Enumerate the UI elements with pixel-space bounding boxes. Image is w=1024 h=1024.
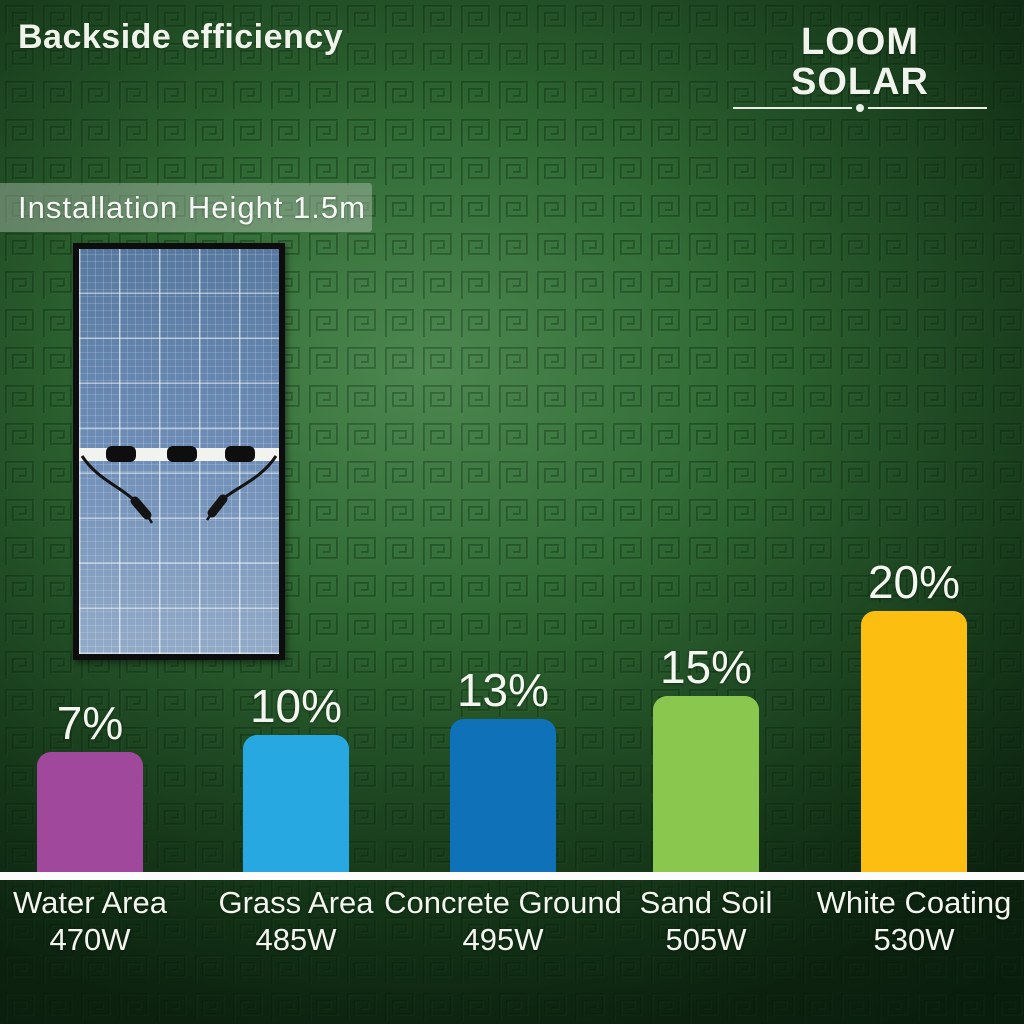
percent-label: 13%: [456, 664, 550, 716]
brand-logo: LOOM SOLAR: [733, 22, 987, 112]
bar-group-grass-area: 10%: [243, 683, 349, 872]
installation-height-badge: Installation Height 1.5m: [0, 183, 372, 232]
category-name: Grass Area: [218, 885, 374, 920]
percent-label: 10%: [249, 680, 343, 732]
bar-group-sand-soil: 15%: [653, 644, 759, 872]
bar-sand-soil: [653, 696, 759, 872]
category-name: White Coating: [816, 885, 1012, 920]
bar-water-area: [37, 752, 143, 872]
percent-label: 7%: [56, 697, 124, 749]
page-title: Backside efficiency: [18, 18, 344, 56]
category-name: Water Area: [13, 885, 167, 920]
solar-panel-icon: [73, 243, 285, 660]
bar-group-water-area: 7%: [37, 700, 143, 872]
wattage-label: 530W: [873, 922, 955, 957]
logo-underline-right: [868, 106, 987, 110]
category-label-white-coating: White Coating 530W: [784, 884, 1024, 958]
bar-white-coating: [861, 611, 967, 872]
junction-box-and-wires: [79, 446, 279, 524]
percent-label: 20%: [867, 556, 961, 608]
percent-label: 15%: [659, 641, 753, 693]
installation-height-label: Installation Height 1.5m: [18, 189, 366, 225]
wattage-label: 485W: [255, 922, 337, 957]
wattage-label: 470W: [49, 922, 131, 957]
brand-logo-text: LOOM SOLAR: [791, 21, 929, 103]
category-label-grass-area: Grass Area 485W: [166, 884, 426, 958]
category-label-sand-soil: Sand Soil 505W: [576, 884, 836, 958]
logo-underline-left: [733, 106, 852, 110]
bar-concrete-ground: [450, 719, 556, 872]
category-label-water-area: Water Area 470W: [0, 884, 220, 958]
chart-baseline: [0, 872, 1024, 880]
category-name: Sand Soil: [639, 885, 773, 920]
bar-group-concrete-ground: 13%: [450, 667, 556, 872]
wattage-label: 495W: [462, 922, 544, 957]
wattage-label: 505W: [665, 922, 747, 957]
category-name: Concrete Ground: [384, 885, 622, 920]
bar-grass-area: [243, 735, 349, 872]
category-label-concrete-ground: Concrete Ground 495W: [373, 884, 633, 958]
logo-underline-dot: [856, 104, 864, 112]
logo-underline: [733, 104, 987, 112]
bar-group-white-coating: 20%: [861, 559, 967, 872]
